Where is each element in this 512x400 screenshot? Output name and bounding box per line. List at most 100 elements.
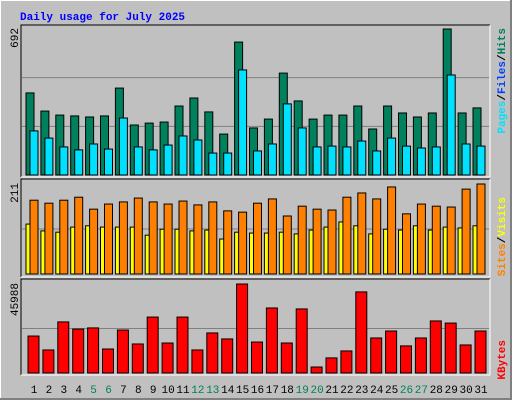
x-tick-label: 21 (325, 385, 339, 397)
legend-label: Sites (497, 243, 509, 276)
bar (446, 74, 456, 176)
bar (402, 145, 411, 176)
bar (282, 215, 292, 275)
x-tick-label: 16 (251, 385, 264, 397)
x-tick-label: 12 (191, 385, 204, 397)
bar (280, 342, 293, 374)
bar (29, 199, 39, 275)
bar (178, 200, 188, 275)
bar (251, 341, 263, 374)
x-tick-label: 30 (459, 385, 472, 397)
bar (191, 349, 204, 374)
bar (102, 348, 114, 374)
plot-border-dark (20, 178, 490, 277)
chart-title: Daily usage for July 2025 (20, 12, 185, 24)
bar (385, 330, 398, 374)
bar (221, 338, 234, 374)
bar (476, 183, 486, 275)
legend-label: KBytes (497, 340, 509, 380)
bar (133, 197, 143, 275)
y-tick-label: 211 (10, 183, 22, 203)
x-tick-label: 9 (150, 385, 157, 397)
bar (223, 152, 233, 176)
legend-label: Visits (497, 197, 509, 237)
bar (118, 117, 128, 176)
plot-border-dark (20, 278, 490, 375)
bar (414, 337, 427, 374)
bar (223, 210, 233, 275)
x-tick-label: 22 (340, 385, 353, 397)
bar (131, 343, 144, 374)
x-tick-label: 29 (445, 385, 458, 397)
bar (446, 206, 456, 275)
x-tick-label: 2 (46, 385, 53, 397)
bar (444, 322, 457, 374)
bar (340, 350, 353, 374)
x-tick-label: 6 (105, 385, 112, 397)
bar (236, 283, 249, 374)
bar (265, 307, 278, 374)
legend-label: Hits (497, 28, 509, 54)
bar (116, 329, 129, 374)
bar (253, 202, 262, 275)
x-tick-label: 23 (355, 385, 368, 397)
bar (59, 199, 69, 275)
bar (327, 145, 337, 176)
bar (163, 144, 173, 176)
bar (29, 130, 39, 176)
x-tick-label: 27 (415, 385, 428, 397)
bar (387, 186, 397, 275)
y-tick-label: 692 (10, 28, 22, 48)
bar (431, 146, 441, 176)
bar (312, 146, 322, 176)
bar (297, 127, 307, 176)
bar (476, 145, 486, 176)
bar (208, 201, 218, 275)
bar (429, 320, 442, 374)
bar (238, 69, 248, 176)
bar (372, 198, 382, 275)
legend: Sites/Visits (497, 197, 509, 276)
bar (238, 211, 248, 275)
bar (357, 192, 367, 275)
x-tick-label: 31 (474, 385, 488, 397)
x-tick-label: 10 (161, 385, 174, 397)
bar (104, 148, 113, 176)
x-tick-label: 26 (400, 385, 413, 397)
legend-label: Files (497, 61, 509, 94)
bar (161, 342, 174, 374)
bar (27, 335, 40, 374)
x-tick-label: 7 (120, 385, 127, 397)
legend: KBytes (497, 340, 509, 380)
x-tick-label: 8 (135, 385, 142, 397)
bar (416, 203, 426, 275)
x-tick-label: 17 (266, 385, 279, 397)
plot-border-light (21, 279, 491, 376)
legend-separator: / (497, 236, 509, 243)
bar (387, 137, 397, 176)
bar (267, 143, 277, 176)
bar (357, 140, 367, 176)
bar (372, 150, 382, 176)
bar (146, 316, 159, 374)
plot-border-light (21, 179, 491, 278)
x-tick-label: 4 (75, 385, 82, 397)
legend: Pages/Files/Hits (497, 28, 509, 134)
bar (104, 203, 113, 275)
x-tick-label: 14 (221, 385, 235, 397)
x-tick-label: 19 (296, 385, 309, 397)
bar (72, 328, 85, 374)
bar (310, 366, 323, 374)
bar (297, 205, 307, 275)
x-tick-label: 3 (60, 385, 67, 397)
x-tick-label: 28 (430, 385, 443, 397)
x-tick-label: 18 (281, 385, 294, 397)
x-tick-label: 1 (31, 385, 38, 397)
bar (148, 201, 158, 275)
legend-label: Pages (497, 101, 509, 134)
bar (461, 188, 471, 275)
bar (118, 201, 128, 275)
bar (148, 149, 158, 176)
bar (282, 103, 292, 176)
